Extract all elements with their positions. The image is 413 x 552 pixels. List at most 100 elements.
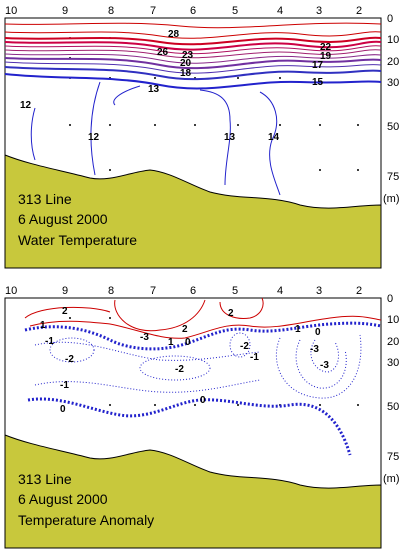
depth-tick: 10 — [387, 314, 399, 326]
x-tick: 5 — [232, 5, 238, 17]
contour-label: 22 — [320, 42, 332, 53]
x-tick: 4 — [277, 285, 283, 297]
depth-tick: 30 — [387, 357, 399, 369]
depth-tick: 75 — [387, 171, 399, 183]
x-axis-ticks: 10 9 8 7 6 5 4 3 2 — [5, 285, 362, 297]
contour-label: 13 — [148, 84, 160, 95]
x-tick: 7 — [150, 5, 156, 17]
contour-label: 13 — [224, 132, 236, 143]
contour-12 — [90, 81, 101, 176]
x-tick: 10 — [5, 5, 17, 17]
contour-label: 20 — [180, 58, 192, 69]
depth-unit: (m) — [383, 473, 400, 485]
station-dots — [69, 317, 359, 406]
contour-label: -3 — [140, 332, 149, 343]
contour-label: -1 — [45, 336, 54, 347]
x-axis-ticks: 10 9 8 7 6 5 4 3 2 — [5, 5, 362, 17]
contour — [4, 31, 382, 39]
positive-contours — [24, 297, 382, 339]
x-tick: 2 — [356, 285, 362, 297]
contour-13 — [113, 85, 231, 186]
depth-tick: 20 — [387, 56, 399, 68]
contour — [4, 57, 382, 70]
contour — [4, 61, 382, 74]
depth-tick: 0 — [387, 293, 393, 305]
contour-label: 0 — [200, 395, 206, 406]
contour-2 — [24, 306, 111, 319]
contour-28 — [4, 22, 382, 29]
contour-1 — [29, 315, 382, 339]
water-temperature-panel: 10 9 8 7 6 5 4 3 2 0 10 20 30 50 75 (m) — [4, 5, 400, 269]
x-tick: 8 — [108, 285, 114, 297]
x-tick: 3 — [316, 5, 322, 17]
contour-minus-2 — [49, 337, 95, 363]
contour-label: 18 — [180, 68, 192, 79]
x-tick: 6 — [190, 285, 196, 297]
sea-bottom — [4, 154, 382, 269]
panel-title: 313 Line 6 August 2000 Water Temperature — [18, 191, 137, 248]
depth-unit: (m) — [383, 193, 400, 205]
contour-label: 23 — [182, 50, 194, 61]
contour-label: 26 — [157, 47, 169, 58]
warm-contours — [4, 22, 382, 90]
depth-tick: 30 — [387, 77, 399, 89]
depth-axis-ticks: 0 10 20 30 50 75 (m) — [383, 293, 400, 485]
contour — [4, 66, 382, 81]
title-line: 6 August 2000 — [18, 491, 108, 507]
contour — [4, 53, 382, 64]
title-line: Temperature Anomaly — [18, 512, 154, 528]
contour-label: 17 — [312, 60, 324, 71]
panel-title: 313 Line 6 August 2000 Temperature Anoma… — [18, 471, 154, 528]
contour-minus-1 — [34, 341, 261, 361]
title-line: 6 August 2000 — [18, 211, 108, 227]
contour-label: 2 — [182, 324, 188, 335]
x-tick: 8 — [108, 5, 114, 17]
title-line: 313 Line — [18, 471, 72, 487]
depth-tick: 50 — [387, 121, 399, 133]
x-tick: 7 — [150, 285, 156, 297]
contour — [4, 40, 382, 51]
x-tick: 9 — [62, 285, 68, 297]
contour-labels: 28 26 23 20 22 18 17 13 19 15 12 12 13 1… — [20, 29, 332, 143]
contour-2 — [219, 297, 264, 319]
contour-label: -1 — [60, 380, 69, 391]
temperature-anomaly-panel: 10 9 8 7 6 5 4 3 2 0 10 20 30 50 75 (m) — [4, 285, 400, 549]
contour — [4, 49, 382, 59]
contour-label: 0 — [315, 327, 321, 338]
depth-tick: 10 — [387, 34, 399, 46]
contour-label: -3 — [320, 360, 329, 371]
contour — [4, 45, 382, 55]
contour — [4, 36, 382, 46]
depth-axis-ticks: 0 10 20 30 50 75 (m) — [383, 13, 400, 205]
depth-tick: 75 — [387, 451, 399, 463]
contour-label: 28 — [168, 29, 180, 40]
contour-minus-2 — [295, 339, 347, 389]
contour-14 — [259, 91, 281, 196]
negative-contours — [24, 321, 382, 456]
title-line: Water Temperature — [18, 232, 137, 248]
sea-bottom — [4, 434, 382, 549]
contour-label: -2 — [240, 341, 249, 352]
contour — [4, 73, 382, 90]
contour-label: -1 — [250, 352, 259, 363]
contour-label: -2 — [65, 354, 74, 365]
x-tick: 4 — [277, 5, 283, 17]
contour-label: 1 — [168, 337, 174, 348]
contour-label: 12 — [88, 132, 100, 143]
contour-label: 15 — [312, 77, 324, 88]
x-tick: 5 — [232, 285, 238, 297]
contour-labels: 2 2 2 1 1 1 0 0 0 0 -1 -1 -1 -2 -2 -2 -3… — [40, 306, 329, 415]
cool-contours — [30, 81, 281, 196]
x-tick: 10 — [5, 285, 17, 297]
contour-label: 1 — [295, 324, 301, 335]
depth-tick: 50 — [387, 401, 399, 413]
depth-tick: 20 — [387, 336, 399, 348]
contour-label: -2 — [175, 364, 184, 375]
x-tick: 6 — [190, 5, 196, 17]
x-tick: 3 — [316, 285, 322, 297]
x-tick: 9 — [62, 5, 68, 17]
x-tick: 2 — [356, 5, 362, 17]
title-line: 313 Line — [18, 191, 72, 207]
contour-minus-1 — [275, 334, 362, 399]
